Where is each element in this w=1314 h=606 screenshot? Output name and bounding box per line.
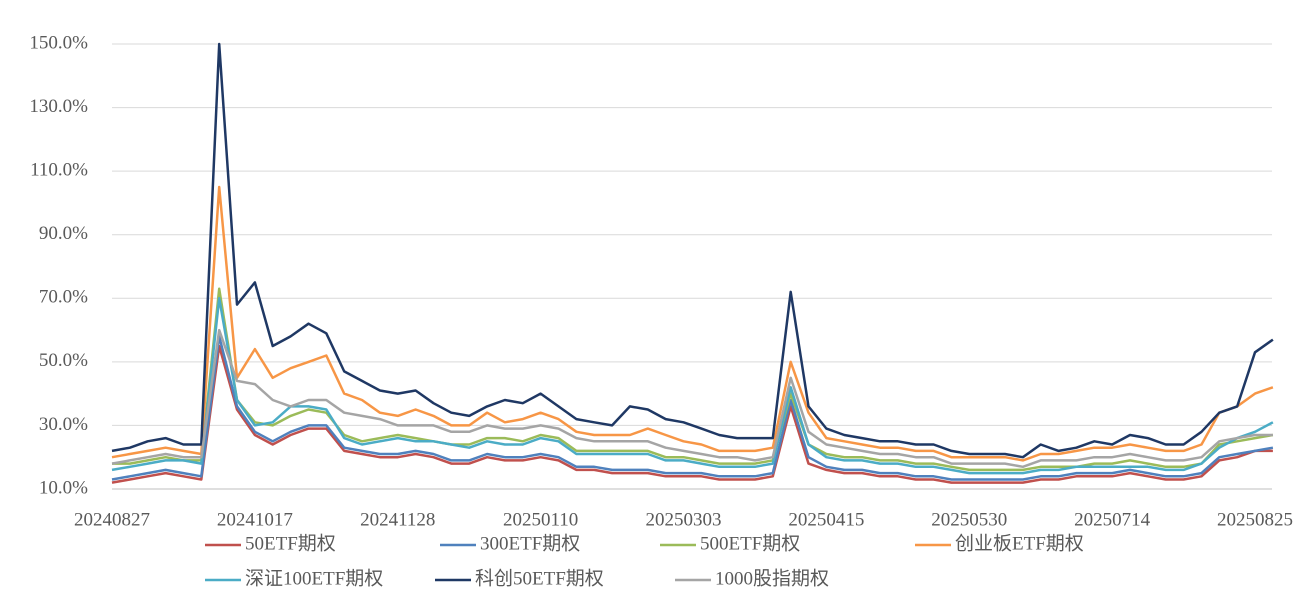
legend-label: 500ETF期权 [700,532,800,554]
y-tick-label: 130.0% [29,96,88,117]
legend-label: 科创50ETF期权 [475,567,604,589]
y-tick-label: 90.0% [39,223,88,244]
series-line [111,185,1274,462]
legend-label: 50ETF期权 [245,532,336,554]
legend-label: 创业板ETF期权 [955,532,1084,554]
series-line [111,335,1274,481]
x-tick-label: 20240827 [74,509,150,530]
x-tick-label: 20250110 [503,509,578,530]
series-line [111,297,1274,475]
series-line [111,344,1273,484]
y-tick-label: 70.0% [39,287,88,308]
series-line [111,42,1274,459]
x-tick-label: 20241017 [217,509,293,530]
x-tick-label: 20241128 [360,509,435,530]
legend-label: 深证100ETF期权 [245,567,383,589]
legend-label: 1000股指期权 [715,567,829,589]
x-tick-label: 20250825 [1217,509,1293,530]
y-tick-label: 110.0% [30,160,88,181]
series-line [111,328,1273,469]
y-tick-label: 150.0% [29,32,88,53]
y-tick-label: 30.0% [39,414,88,435]
x-tick-label: 20250303 [646,509,722,530]
y-tick-label: 10.0% [39,477,88,498]
legend-label: 300ETF期权 [480,532,580,554]
y-tick-label: 50.0% [39,350,88,371]
x-tick-label: 20250415 [788,509,864,530]
x-tick-label: 20250530 [931,509,1007,530]
x-tick-label: 20250714 [1074,509,1151,530]
